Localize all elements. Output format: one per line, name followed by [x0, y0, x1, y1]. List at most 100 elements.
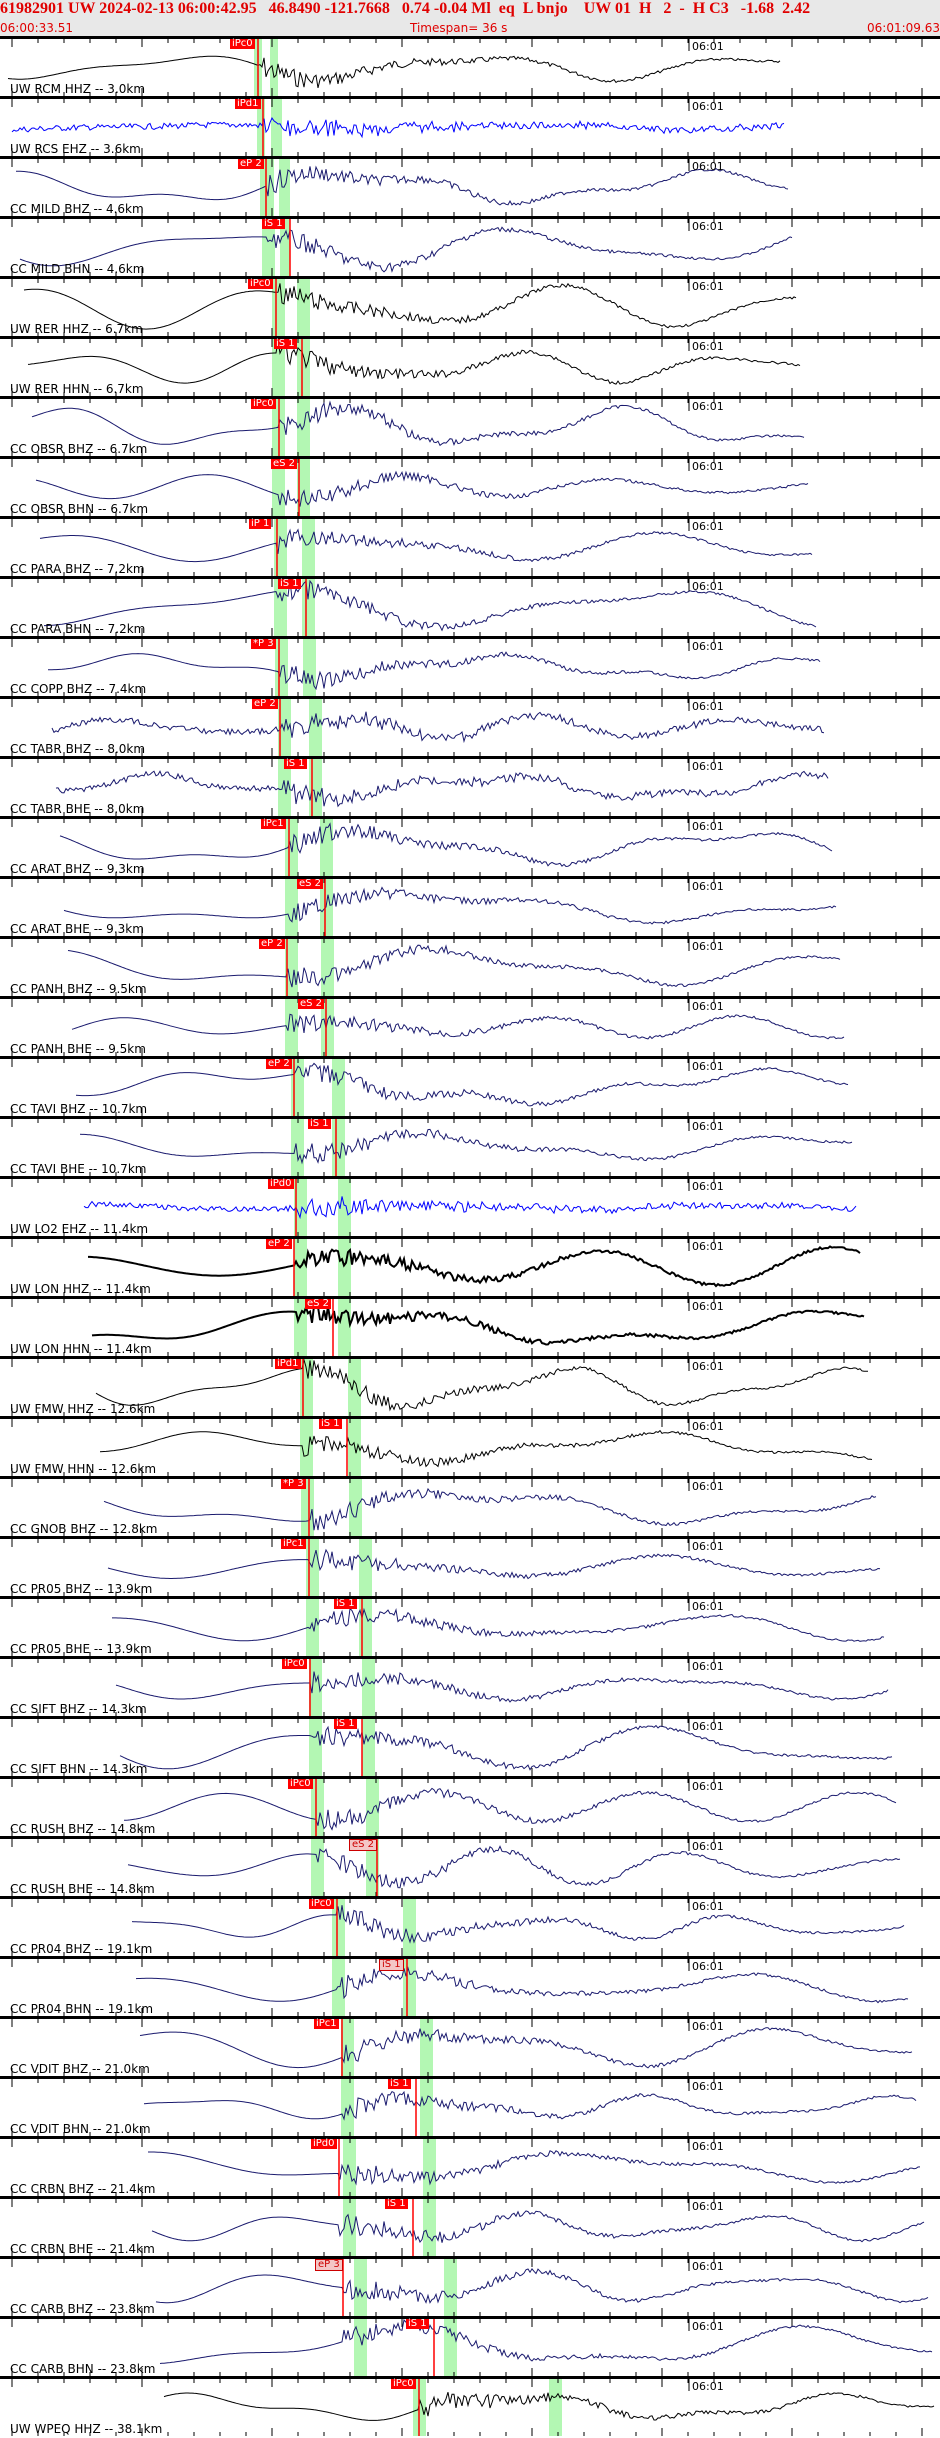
trace-panel[interactable]: 06:01 eS 2 UW LON HHN -- 11.4km: [0, 1296, 940, 1356]
trace-panel[interactable]: 06:01 eP 2 CC TABR BHZ -- 8.0km: [0, 696, 940, 756]
trace-panel[interactable]: 06:01 eP 2 UW LON HHZ -- 11.4km: [0, 1236, 940, 1296]
trace-panel[interactable]: 06:01 iPc0 CC PR04 BHZ -- 19.1km: [0, 1896, 940, 1956]
trace-panel[interactable]: 06:01 iP 1 CC PARA BHZ -- 7.2km: [0, 516, 940, 576]
waveform-svg: [11, 459, 923, 516]
time-tick-label: 06:01: [692, 1000, 724, 1013]
trace-panel[interactable]: 06:01 iS 1 CC SIFT BHN -- 14.3km: [0, 1716, 940, 1776]
trace-panel[interactable]: 06:01 eP 2 CC MILD BHZ -- 4.6km: [0, 156, 940, 216]
trace-panel[interactable]: 06:01 iS 1 CC TAVI BHE -- 10.7km: [0, 1116, 940, 1176]
trace-panel[interactable]: 06:01 iPd0 CC CRBN BHZ -- 21.4km: [0, 2136, 940, 2196]
phase-pick-flag[interactable]: iPd0: [268, 1178, 294, 1189]
trace-panel[interactable]: 06:01 iS 1 CC CARB BHN -- 23.8km: [0, 2316, 940, 2376]
phase-pick-flag[interactable]: eP 2: [266, 1058, 292, 1069]
time-window-band: [444, 2259, 457, 2316]
seismogram-trace: [119, 1724, 893, 1771]
phase-pick-flag[interactable]: iS 1: [406, 2318, 429, 2329]
trace-panel[interactable]: 06:01 iS 1 UW RER HHN -- 6.7km: [0, 336, 940, 396]
phase-pick-flag[interactable]: iS 1: [308, 1118, 331, 1129]
time-window-band: [349, 1479, 362, 1536]
phase-pick-flag[interactable]: eS 2: [298, 998, 325, 1009]
seismogram-trace: [159, 2319, 933, 2364]
phase-pick-flag[interactable]: iS 1: [278, 578, 301, 589]
trace-panel[interactable]: 06:01 eP 3 CC CARB BHZ -- 23.8km: [0, 2256, 940, 2316]
trace-panel[interactable]: 06:01 iS 1 CC PR04 BHN -- 19.1km: [0, 1956, 940, 2016]
phase-pick-flag[interactable]: iPd1: [235, 98, 261, 109]
phase-pick-flag[interactable]: iS 1: [334, 1598, 357, 1609]
time-window-band: [338, 1179, 351, 1236]
phase-pick-flag[interactable]: *P 3: [281, 1478, 306, 1489]
channel-label: UW RER HHN -- 6.7km: [10, 382, 144, 396]
trace-panel[interactable]: 06:01 iPd1 UW FMW HHZ -- 12.6km: [0, 1356, 940, 1416]
trace-panel[interactable]: 06:01 iPc1 CC VDIT BHZ -- 21.0km: [0, 2016, 940, 2076]
start-time: 06:00:33.51: [0, 21, 73, 35]
time-window-band: [260, 159, 274, 216]
channel-label: CC RUSH BHE -- 14.8km: [10, 1882, 155, 1896]
phase-pick-flag[interactable]: iPc0: [288, 1778, 313, 1789]
waveform-svg: [11, 1419, 923, 1476]
trace-panel[interactable]: 06:01 iS 1 CC PR05 BHE -- 13.9km: [0, 1596, 940, 1656]
time-tick-label: 06:01: [692, 1120, 724, 1133]
phase-pick-flag[interactable]: iS 1: [385, 2198, 408, 2209]
trace-panel[interactable]: 06:01 *P 3 CC GNOB BHZ -- 12.8km: [0, 1476, 940, 1536]
time-window-band: [278, 759, 291, 816]
phase-pick-flag[interactable]: iS 1: [274, 338, 297, 349]
trace-panel[interactable]: 06:01 eP 2 CC TAVI BHZ -- 10.7km: [0, 1056, 940, 1116]
phase-pick-flag[interactable]: iPc1: [314, 2018, 339, 2029]
seismogram-trace: [148, 2150, 921, 2186]
phase-pick-flag[interactable]: eS 2: [349, 1839, 378, 1851]
phase-pick-flag[interactable]: eP 2: [252, 698, 278, 709]
trace-panel[interactable]: 06:01 iPc0 CC SIFT BHZ -- 14.3km: [0, 1656, 940, 1716]
phase-pick-flag[interactable]: eP 3: [315, 2259, 343, 2271]
time-window-band: [309, 1719, 322, 1776]
trace-panel[interactable]: 06:01 iS 1 CC TABR BHE -- 8.0km: [0, 756, 940, 816]
trace-panel[interactable]: 06:01 iPc1 CC ARAT BHZ -- 9.3km: [0, 816, 940, 876]
phase-pick-flag[interactable]: eS 2: [305, 1298, 332, 1309]
phase-pick-flag[interactable]: eP 2: [259, 938, 285, 949]
trace-panel[interactable]: 06:01 iPc1 CC PR05 BHZ -- 13.9km: [0, 1536, 940, 1596]
trace-panel[interactable]: 06:01 iPc0 UW WPEQ HHZ -- 38.1km: [0, 2376, 940, 2436]
trace-panel[interactable]: 06:01 eS 2 CC ARAT BHE -- 9.3km: [0, 876, 940, 936]
trace-panel[interactable]: 06:01 iPd0 UW LO2 EHZ -- 11.4km: [0, 1176, 940, 1236]
time-tick-label: 06:01: [692, 2020, 724, 2033]
trace-panel[interactable]: 06:01 eP 2 CC PANH BHZ -- 9.5km: [0, 936, 940, 996]
phase-pick-flag[interactable]: iS 1: [262, 218, 285, 229]
phase-pick-flag[interactable]: iS 1: [388, 2078, 411, 2089]
phase-pick-flag[interactable]: iPd0: [311, 2138, 337, 2149]
time-tick-label: 06:01: [692, 460, 724, 473]
phase-pick-flag[interactable]: *P 3: [251, 638, 276, 649]
trace-panel[interactable]: 06:01 iS 1 CC VDIT BHN -- 21.0km: [0, 2076, 940, 2136]
phase-pick-flag[interactable]: eP 2: [238, 158, 264, 169]
trace-panel[interactable]: 06:01 iS 1 CC MILD BHN -- 4.6km: [0, 216, 940, 276]
trace-panel[interactable]: 06:01 iS 1 UW FMW HHN -- 12.6km: [0, 1416, 940, 1476]
phase-pick-flag[interactable]: iPc0: [230, 38, 255, 49]
time-window-band: [420, 2079, 433, 2136]
phase-pick-flag[interactable]: eS 2: [297, 878, 324, 889]
phase-pick-flag[interactable]: iS 1: [379, 1959, 404, 1971]
phase-pick-flag[interactable]: eP 2: [266, 1238, 292, 1249]
trace-panel[interactable]: 06:01 iPd1 UW RCS EHZ -- 3.6km: [0, 96, 940, 156]
phase-pick-flag[interactable]: iS 1: [284, 758, 307, 769]
trace-panel[interactable]: 06:01 iPc0 UW RCM HHZ -- 3.0km: [0, 36, 940, 96]
trace-panel[interactable]: 06:01 eS 2 CC PANH BHE -- 9.5km: [0, 996, 940, 1056]
phase-pick-flag[interactable]: iPc0: [309, 1898, 334, 1909]
phase-pick-flag[interactable]: iPc0: [251, 398, 276, 409]
phase-pick-flag[interactable]: iPc0: [248, 278, 273, 289]
phase-pick-flag[interactable]: iS 1: [319, 1418, 342, 1429]
trace-panel[interactable]: 06:01 iS 1 CC PARA BHN -- 7.2km: [0, 576, 940, 636]
phase-pick-flag[interactable]: eS 2: [271, 458, 298, 469]
phase-pick-flag[interactable]: iPc0: [282, 1658, 307, 1669]
trace-panel[interactable]: 06:01 iS 1 CC CRBN BHE -- 21.4km: [0, 2196, 940, 2256]
trace-panel[interactable]: 06:01 iPc0 CC RUSH BHZ -- 14.8km: [0, 1776, 940, 1836]
trace-panel[interactable]: 06:01 eS 2 CC RUSH BHE -- 14.8km: [0, 1836, 940, 1896]
waveform-svg: [11, 2259, 929, 2316]
trace-panel[interactable]: 06:01 *P 3 CC COPP BHZ -- 7.4km: [0, 636, 940, 696]
phase-pick-flag[interactable]: iPc0: [391, 2378, 416, 2389]
phase-pick-flag[interactable]: iP 1: [249, 518, 272, 529]
phase-pick-flag[interactable]: iPc1: [261, 818, 286, 829]
trace-panel[interactable]: 06:01 iPc0 UW RER HHZ -- 6.7km: [0, 276, 940, 336]
phase-pick-flag[interactable]: iPc1: [281, 1538, 306, 1549]
trace-panel[interactable]: 06:01 iPc0 CC OBSR BHZ -- 6.7km: [0, 396, 940, 456]
phase-pick-flag[interactable]: iPd1: [275, 1358, 301, 1369]
trace-panel[interactable]: 06:01 eS 2 CC OBSR BHN -- 6.7km: [0, 456, 940, 516]
phase-pick-flag[interactable]: iS 1: [334, 1718, 357, 1729]
